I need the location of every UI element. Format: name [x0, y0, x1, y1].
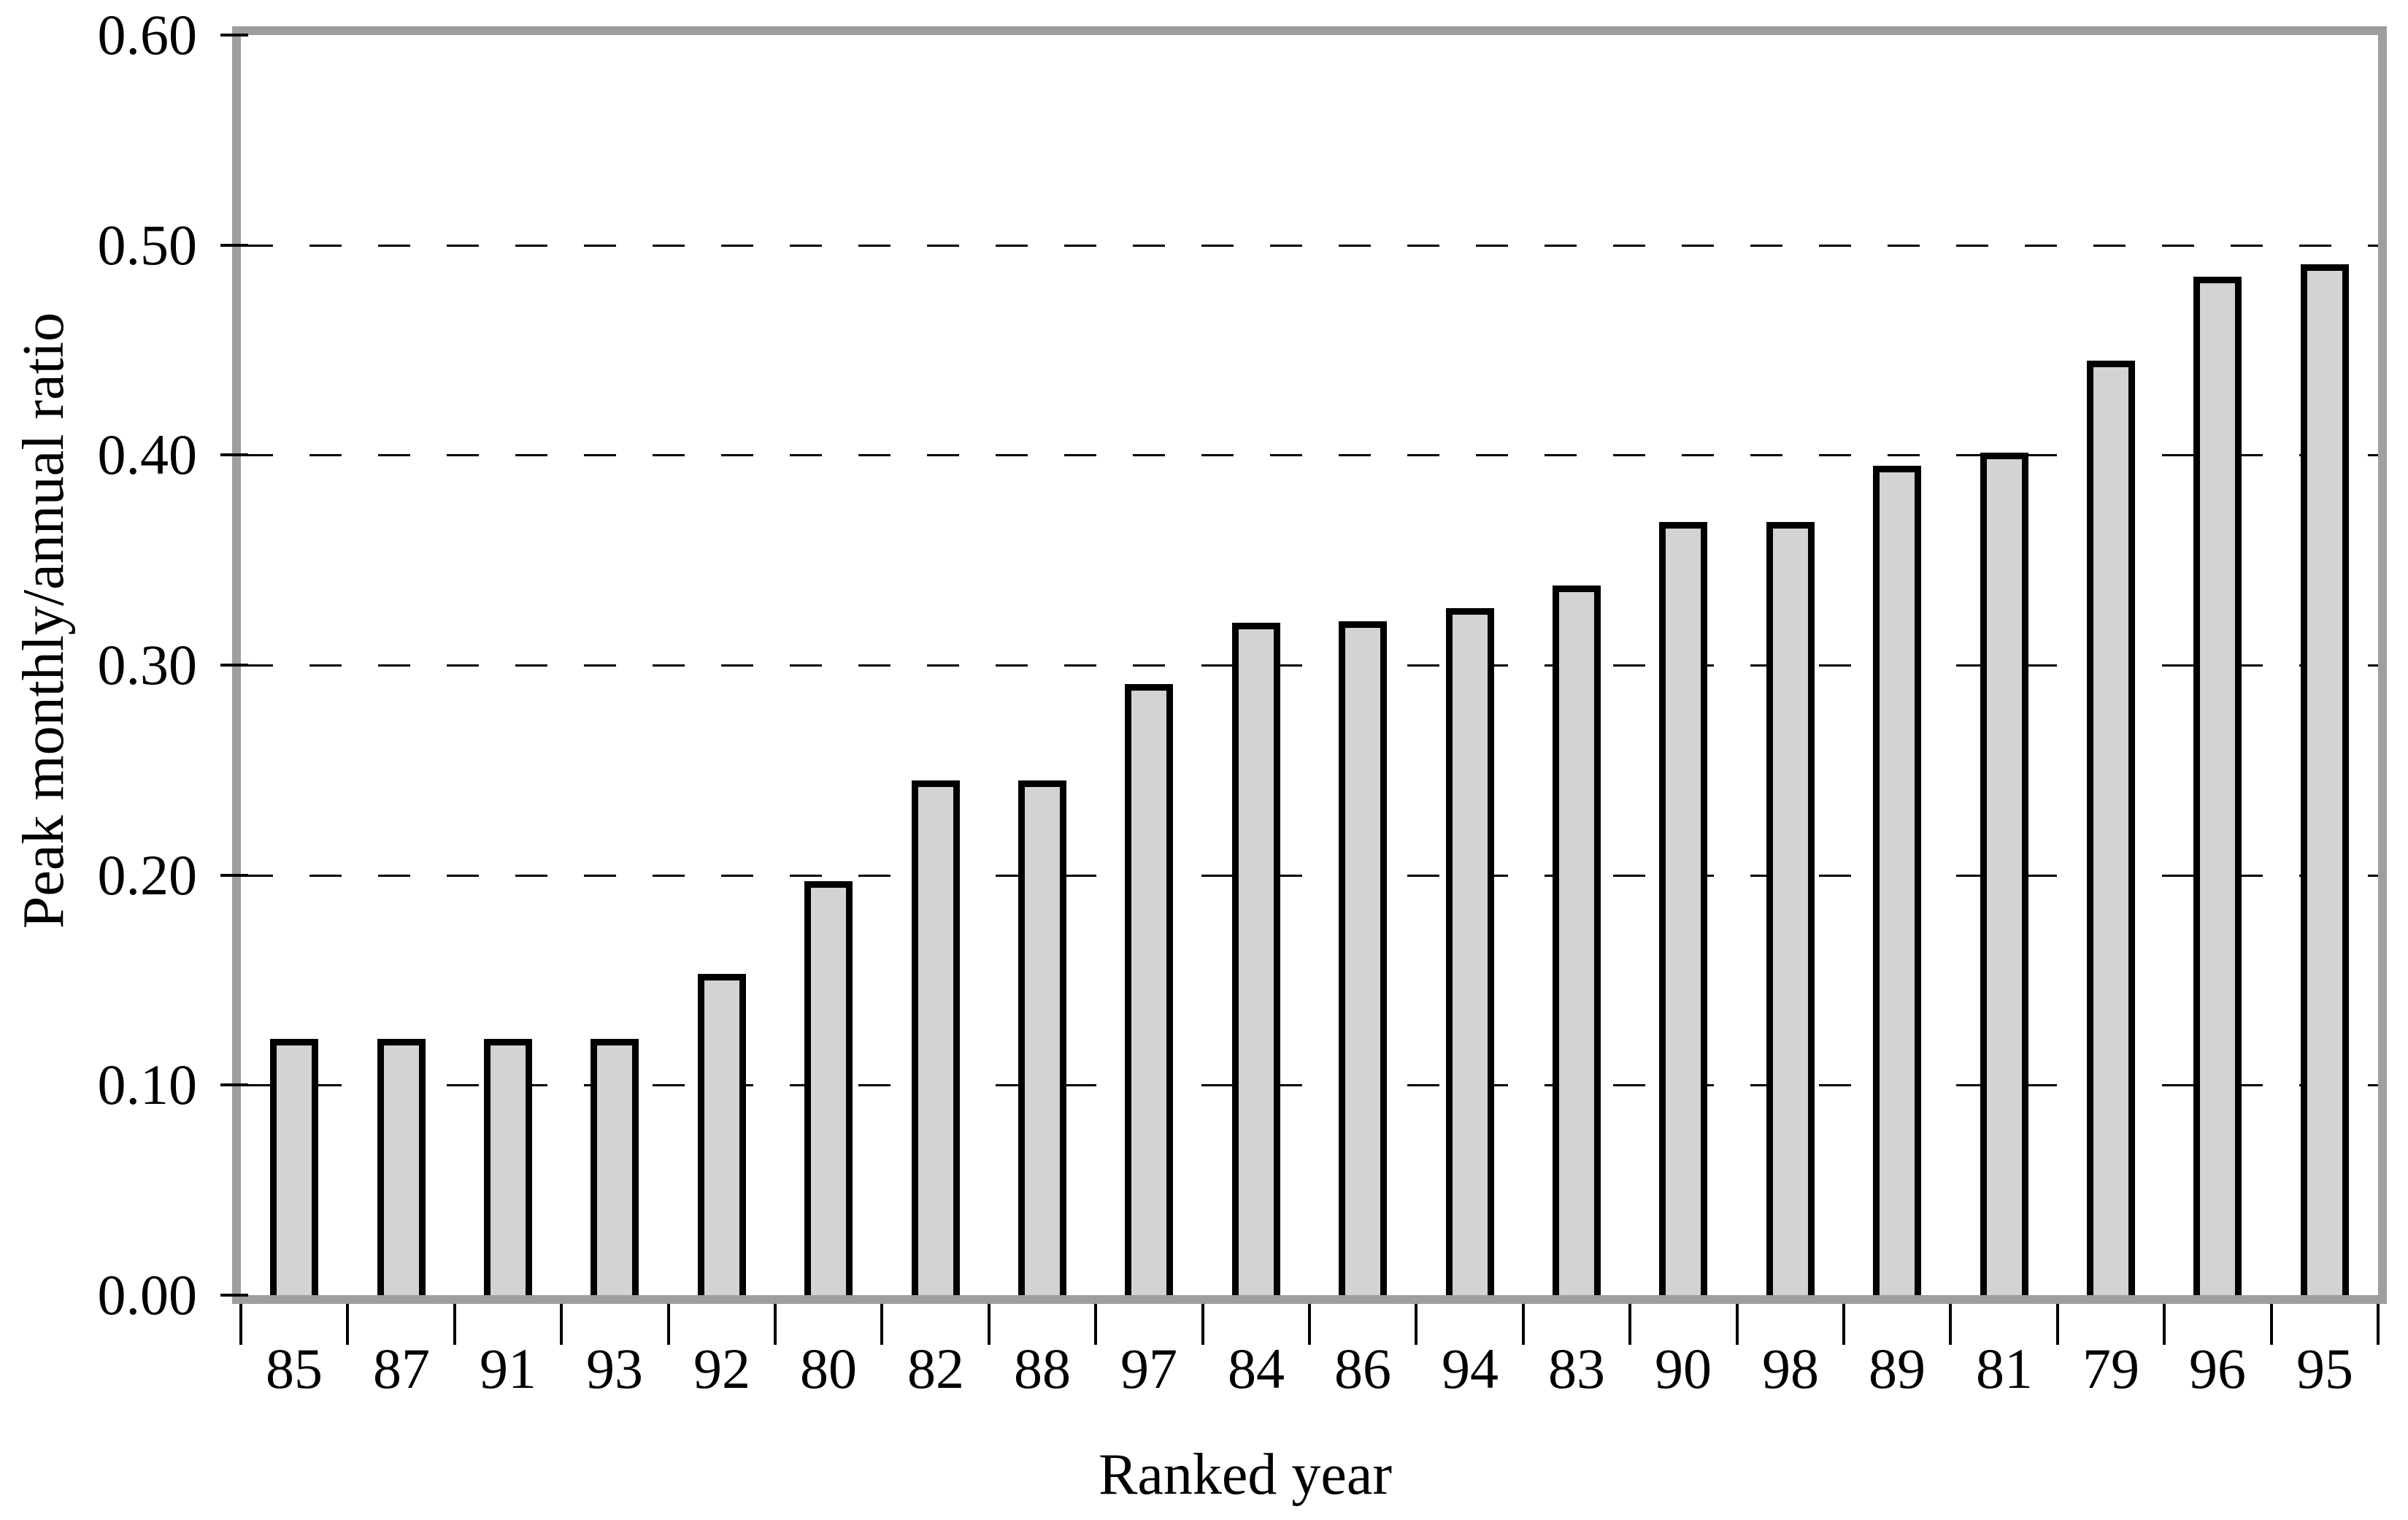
- bar-84: [1232, 623, 1280, 1295]
- y-tick-label: 0.20: [97, 843, 198, 907]
- x-tick-mark: [1628, 1304, 1631, 1345]
- y-tick-mark: [220, 453, 248, 456]
- x-tick-label: 98: [1762, 1337, 1819, 1400]
- x-tick-label: 94: [1442, 1337, 1499, 1400]
- x-tick-mark: [1415, 1304, 1418, 1345]
- bar-92: [698, 974, 746, 1295]
- x-tick-mark: [774, 1304, 777, 1345]
- x-tick-label: 86: [1334, 1337, 1391, 1400]
- x-tick-mark: [1842, 1304, 1845, 1345]
- x-tick-label: 87: [373, 1337, 430, 1400]
- gridline: [241, 874, 2378, 877]
- y-tick-mark: [220, 664, 248, 667]
- y-tick-label: 0.30: [97, 633, 198, 696]
- x-tick-mark: [1522, 1304, 1525, 1345]
- x-tick-label: 85: [266, 1337, 323, 1400]
- x-tick-label: 91: [480, 1337, 536, 1400]
- x-tick-label: 81: [1976, 1337, 2033, 1400]
- y-tick-mark: [220, 1083, 248, 1086]
- x-axis-title: Ranked year: [1098, 1443, 1393, 1507]
- gridline: [241, 454, 2378, 457]
- x-tick-mark: [453, 1304, 456, 1345]
- x-tick-label: 89: [1869, 1337, 1926, 1400]
- bar-95: [2301, 264, 2349, 1295]
- plot-area: [232, 26, 2387, 1304]
- y-tick-mark: [220, 1294, 248, 1297]
- bar-83: [1553, 586, 1601, 1295]
- y-tick-label: 0.60: [97, 3, 198, 66]
- bar-93: [591, 1039, 639, 1295]
- x-tick-label: 97: [1120, 1337, 1177, 1400]
- x-tick-mark: [560, 1304, 563, 1345]
- x-tick-label: 79: [2082, 1337, 2139, 1400]
- bar-90: [1659, 522, 1707, 1295]
- x-tick-label: 82: [907, 1337, 964, 1400]
- bar-98: [1766, 522, 1815, 1295]
- x-tick-mark: [2163, 1304, 2166, 1345]
- y-tick-mark: [220, 244, 248, 247]
- x-tick-mark: [239, 1304, 242, 1345]
- bar-80: [804, 881, 853, 1295]
- x-tick-mark: [1201, 1304, 1204, 1345]
- bar-82: [912, 780, 960, 1295]
- x-tick-mark: [667, 1304, 670, 1345]
- x-tick-label: 93: [586, 1337, 643, 1400]
- x-tick-label: 80: [800, 1337, 857, 1400]
- bar-81: [1980, 453, 2028, 1295]
- x-tick-label: 96: [2189, 1337, 2246, 1400]
- x-tick-mark: [346, 1304, 349, 1345]
- x-tick-label: 95: [2296, 1337, 2353, 1400]
- x-tick-mark: [1949, 1304, 1952, 1345]
- bar-89: [1873, 466, 1921, 1295]
- y-tick-label: 0.50: [97, 213, 198, 277]
- x-tick-mark: [988, 1304, 990, 1345]
- x-tick-label: 84: [1228, 1337, 1285, 1400]
- x-tick-mark: [2270, 1304, 2273, 1345]
- x-tick-mark: [1308, 1304, 1311, 1345]
- x-tick-label: 83: [1548, 1337, 1605, 1400]
- bar-79: [2087, 361, 2135, 1295]
- x-tick-label: 90: [1655, 1337, 1712, 1400]
- y-tick-mark: [220, 874, 248, 877]
- bar-94: [1446, 608, 1494, 1295]
- gridline: [241, 244, 2378, 247]
- x-tick-mark: [1736, 1304, 1739, 1345]
- x-axis-line: [232, 1295, 2387, 1304]
- y-tick-label: 0.40: [97, 423, 198, 486]
- x-tick-mark: [880, 1304, 883, 1345]
- x-tick-mark: [2377, 1304, 2380, 1345]
- bar-87: [377, 1039, 426, 1295]
- y-tick-label: 0.10: [97, 1053, 198, 1116]
- bar-96: [2193, 277, 2242, 1295]
- bar-91: [484, 1039, 532, 1295]
- y-tick-mark: [220, 34, 248, 37]
- bar-86: [1339, 621, 1387, 1295]
- gridline: [241, 1084, 2378, 1087]
- x-tick-mark: [1094, 1304, 1097, 1345]
- x-tick-label: 92: [693, 1337, 750, 1400]
- x-tick-label: 88: [1014, 1337, 1071, 1400]
- x-tick-mark: [2056, 1304, 2059, 1345]
- bar-85: [270, 1039, 318, 1295]
- bar-88: [1018, 780, 1066, 1295]
- bar-97: [1125, 684, 1173, 1295]
- y-tick-label: 0.00: [97, 1263, 198, 1327]
- gridline: [241, 664, 2378, 667]
